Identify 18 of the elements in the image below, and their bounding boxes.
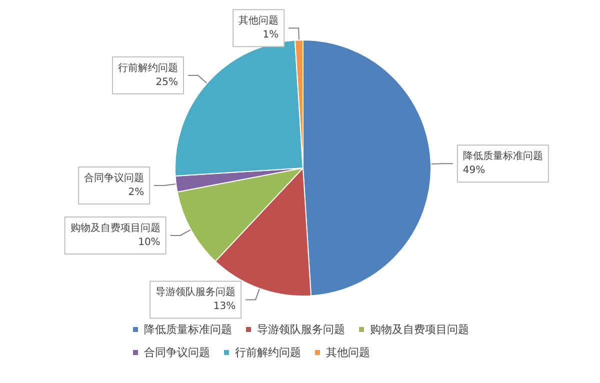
slice-label: 导游领队服务问题 bbox=[156, 286, 236, 298]
data-label: 2% bbox=[128, 187, 144, 198]
data-label: 25% bbox=[156, 76, 178, 88]
legend-label: 导游领队服务问题 bbox=[257, 323, 345, 336]
slice-label: 降低质量标准问题 bbox=[462, 150, 543, 162]
legend-label: 行前解约问题 bbox=[235, 346, 301, 359]
data-label: 1% bbox=[262, 30, 279, 41]
legend-label: 降低质量标准问题 bbox=[144, 323, 232, 336]
data-label: 13% bbox=[213, 301, 236, 312]
legend-label: 合同争议问题 bbox=[144, 346, 210, 359]
slice-label: 合同争议问题 bbox=[84, 172, 144, 184]
data-label: 10% bbox=[138, 236, 160, 248]
slice-label: 行前解约问题 bbox=[118, 62, 178, 74]
legend-label: 购物及自费项目问题 bbox=[370, 323, 469, 336]
slice-label: 其他问题 bbox=[238, 14, 279, 27]
slice-label: 购物及自费项目问题 bbox=[70, 222, 160, 234]
legend-label: 其他问题 bbox=[326, 346, 370, 359]
data-label: 49% bbox=[462, 165, 486, 176]
